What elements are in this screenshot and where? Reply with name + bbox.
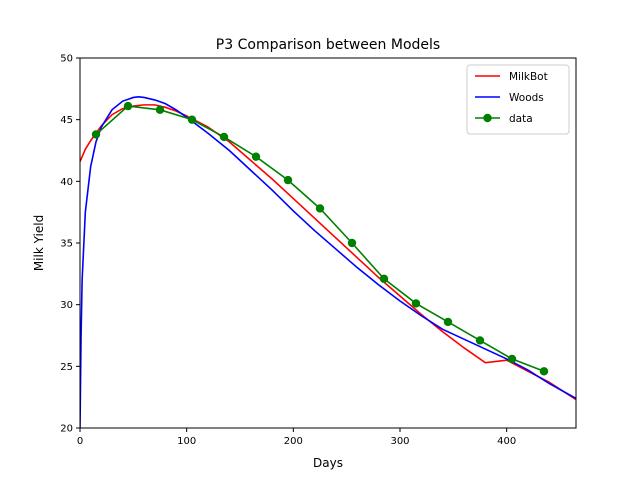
y-tick-label: 30 <box>60 300 73 311</box>
data-point <box>155 105 165 115</box>
y-tick-label: 45 <box>60 115 73 126</box>
y-tick-label: 40 <box>60 177 73 188</box>
y-axis-label: Milk Yield <box>32 215 46 271</box>
legend-label-milkbot: MilkBot <box>509 71 548 83</box>
x-tick-label: 400 <box>497 436 516 447</box>
data-point <box>219 132 229 142</box>
y-tick-label: 25 <box>60 362 73 373</box>
series-line-data <box>95 105 545 373</box>
data-point <box>539 367 549 376</box>
data-point <box>123 101 133 111</box>
data-point <box>507 354 517 364</box>
data-point <box>379 274 389 283</box>
legend-box <box>466 64 570 135</box>
data-point <box>283 175 293 185</box>
legend-marker <box>483 113 492 123</box>
data-point <box>475 336 485 345</box>
y-axis: 20 25 30 35 40 45 50 <box>60 54 80 435</box>
data-point <box>251 152 261 161</box>
x-tick-label: 100 <box>177 436 196 447</box>
x-tick-label: 300 <box>390 436 409 447</box>
x-tick-label: 200 <box>284 436 303 447</box>
data-point <box>91 130 101 139</box>
y-tick-label: 20 <box>60 424 73 435</box>
series-line-milkbot <box>80 104 576 401</box>
plot-series <box>80 96 576 428</box>
series-line-woods <box>80 96 576 428</box>
data-point <box>411 299 421 308</box>
legend: MilkBot Woods data <box>466 64 570 135</box>
y-tick-label: 50 <box>60 54 73 65</box>
legend-label-data: data <box>509 113 533 125</box>
x-axis-label: Days <box>313 456 343 470</box>
data-point <box>187 115 197 124</box>
chart-title: P3 Comparison between Models <box>216 37 440 53</box>
x-axis: 0 100 200 300 400 <box>77 428 516 447</box>
data-point <box>443 317 453 327</box>
x-tick-label: 0 <box>77 436 83 447</box>
data-point <box>347 238 357 248</box>
y-tick-label: 35 <box>60 239 73 250</box>
data-point <box>315 204 325 213</box>
legend-label-woods: Woods <box>509 92 544 104</box>
